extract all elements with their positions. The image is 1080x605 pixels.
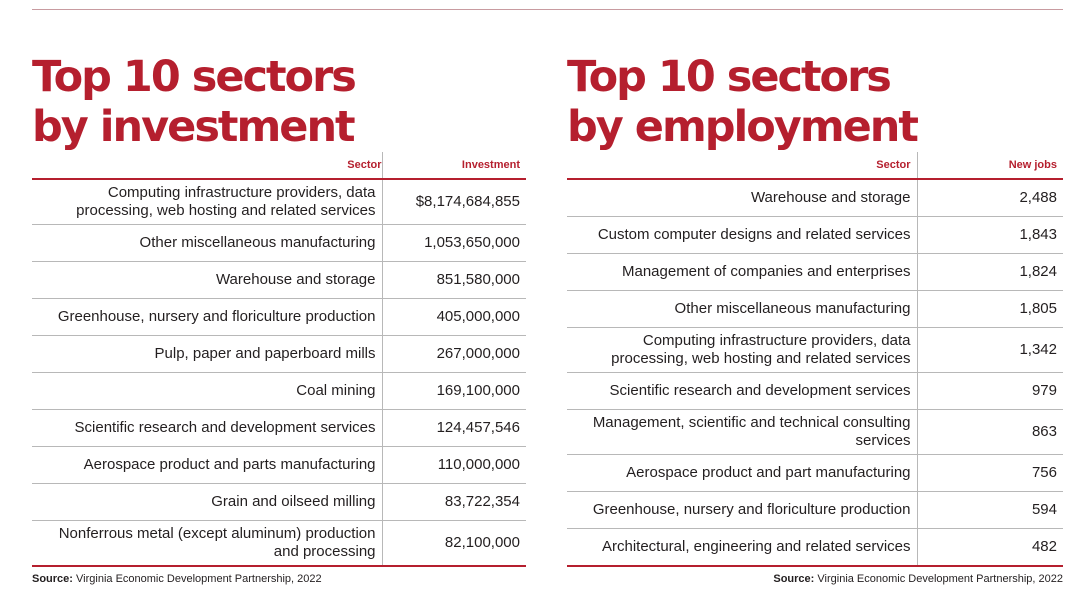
value-cell: 1,843 [917,216,1063,254]
table-row: Pulp, paper and paperboard mills 267,000,… [32,335,526,373]
sector-cell: Nonferrous metal (except aluminum) produ… [32,520,383,567]
table-row: Warehouse and storage 851,580,000 [32,261,526,299]
sector-cell: Management, scientific and technical con… [567,409,918,455]
investment-table: Sector Investment Computing infrastructu… [32,152,526,567]
table-row: Management, scientific and technical con… [567,409,1063,455]
sector-cell: Other miscellaneous manufacturing [32,224,383,262]
value-cell: 756 [917,454,1063,492]
value-cell: 482 [917,528,1063,567]
sector-cell: Aerospace product and parts manufacturin… [32,446,383,484]
sector-cell: Computing infrastructure providers, data… [32,179,383,225]
sector-cell: Scientific research and development serv… [567,372,918,410]
table-row: Scientific research and development serv… [32,409,526,447]
value-cell: 405,000,000 [382,298,526,336]
value-cell: 851,580,000 [382,261,526,299]
sector-cell: Other miscellaneous manufacturing [567,290,918,328]
sector-cell: Grain and oilseed milling [32,483,383,521]
table-row: Computing infrastructure providers, data… [567,327,1063,373]
sector-cell: Greenhouse, nursery and floriculture pro… [567,491,918,529]
top-divider [32,9,1063,10]
source-label: Source: [32,573,73,585]
table-row: Greenhouse, nursery and floriculture pro… [32,298,526,336]
value-cell: 1,342 [917,327,1063,373]
sector-cell: Coal mining [32,372,383,410]
table-row: Greenhouse, nursery and floriculture pro… [567,491,1063,529]
table-header-row: Sector New jobs [567,152,1063,179]
value-cell: 863 [917,409,1063,455]
table-row: Nonferrous metal (except aluminum) produ… [32,520,526,567]
employment-table: Sector New jobs Warehouse and storage 2,4… [567,152,1063,567]
sector-cell: Greenhouse, nursery and floriculture pro… [32,298,383,336]
table-row: Management of companies and enterprises 1… [567,253,1063,291]
source-note: Source: Virginia Economic Development Pa… [32,573,526,585]
table-row: Computing infrastructure providers, data… [32,179,526,225]
table-row: Other miscellaneous manufacturing 1,805 [567,290,1063,328]
table-row: Other miscellaneous manufacturing 1,053,6… [32,224,526,262]
sector-cell: Scientific research and development serv… [32,409,383,447]
source-text: Virginia Economic Development Partnershi… [817,573,1063,585]
table-row: Grain and oilseed milling 83,722,354 [32,483,526,521]
title-line: Top 10 sectors [32,52,357,102]
value-cell: 169,100,000 [382,372,526,410]
sector-cell: Pulp, paper and paperboard mills [32,335,383,373]
sector-cell: Computing infrastructure providers, data… [567,327,918,373]
sector-cell: Aerospace product and part manufacturing [567,454,918,492]
sector-column-header: Sector [567,152,918,179]
value-cell: 82,100,000 [382,520,526,567]
title-line: by investment [32,102,356,152]
sector-cell: Warehouse and storage [567,179,918,217]
sector-cell: Custom computer designs and related serv… [567,216,918,254]
sector-cell: Warehouse and storage [32,261,383,299]
investment-table-body: Computing infrastructure providers, data… [32,179,526,567]
investment-title: Top 10 sectors by investment [32,52,526,152]
sector-cell: Architectural, engineering and related s… [567,528,918,567]
source-label: Source: [773,573,815,585]
table-row: Aerospace product and part manufacturing… [567,454,1063,492]
value-cell: 1,805 [917,290,1063,328]
value-cell: 1,824 [917,253,1063,291]
value-cell: $8,174,684,855 [382,179,526,225]
value-cell: 83,722,354 [382,483,526,521]
value-cell: 124,457,546 [382,409,526,447]
investment-panel: Top 10 sectors by investment Sector Inve… [32,52,526,585]
table-row: Warehouse and storage 2,488 [567,179,1063,217]
employment-panel: Top 10 sectors by employment Sector New … [567,52,1063,585]
new-jobs-column-header: New jobs [1008,159,1057,171]
table-row: Coal mining 169,100,000 [32,372,526,410]
source-text: Virginia Economic Development Partnershi… [76,573,322,585]
title-line: by employment [567,102,919,152]
title-line: Top 10 sectors [567,52,892,102]
value-cell: 110,000,000 [382,446,526,484]
value-cell: 267,000,000 [382,335,526,373]
value-cell: 979 [917,372,1063,410]
table-header-row: Sector Investment [32,152,526,179]
sector-cell: Management of companies and enterprises [567,253,918,291]
employment-table-body: Warehouse and storage 2,488 Custom comput… [567,179,1063,567]
value-cell: 2,488 [917,179,1063,217]
value-cell: 1,053,650,000 [382,224,526,262]
table-row: Scientific research and development serv… [567,372,1063,410]
value-cell: 594 [917,491,1063,529]
table-row: Aerospace product and parts manufacturin… [32,446,526,484]
sector-column-header: Sector [32,152,383,179]
employment-title: Top 10 sectors by employment [567,52,1063,152]
investment-column-header: Investment [461,159,520,171]
table-row: Custom computer designs and related serv… [567,216,1063,254]
source-note: Source: Virginia Economic Development Pa… [567,573,1063,585]
table-row: Architectural, engineering and related s… [567,528,1063,567]
